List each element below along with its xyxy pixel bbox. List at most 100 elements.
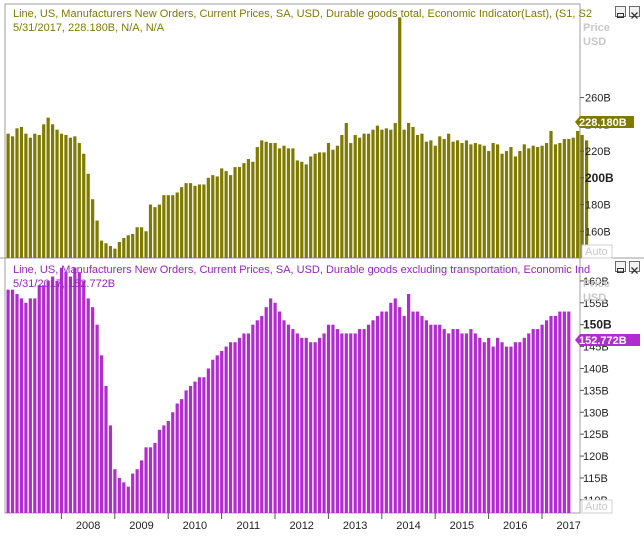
bar bbox=[144, 231, 148, 258]
bar bbox=[500, 153, 504, 258]
x-tick-label: 2016 bbox=[503, 520, 527, 532]
bar bbox=[371, 129, 375, 258]
top-auto-button[interactable]: Auto bbox=[581, 244, 613, 259]
bar bbox=[153, 207, 157, 258]
bar bbox=[500, 342, 504, 513]
bar bbox=[28, 298, 32, 513]
bottom-panel-subheader: 5/31/2017, 152.772B bbox=[13, 278, 115, 290]
bar bbox=[175, 403, 179, 513]
bar bbox=[460, 143, 464, 258]
bar bbox=[211, 175, 215, 258]
bar bbox=[540, 324, 544, 513]
bar bbox=[264, 307, 268, 513]
bar bbox=[291, 329, 295, 513]
bar bbox=[148, 204, 153, 258]
bar bbox=[77, 272, 81, 513]
bar bbox=[411, 311, 415, 513]
bar bbox=[157, 429, 161, 513]
top-close-icon[interactable] bbox=[629, 6, 640, 19]
bar bbox=[438, 136, 442, 258]
bar bbox=[433, 324, 437, 513]
bar bbox=[415, 311, 420, 513]
bar bbox=[6, 133, 10, 258]
bar bbox=[202, 377, 206, 513]
bar bbox=[24, 302, 28, 513]
bottom-restore-icon[interactable] bbox=[615, 261, 626, 273]
bar bbox=[86, 298, 90, 513]
bar bbox=[531, 145, 535, 258]
bar bbox=[549, 131, 553, 258]
bar bbox=[549, 315, 553, 513]
bar bbox=[215, 176, 219, 258]
bar bbox=[10, 136, 15, 258]
bar bbox=[504, 151, 509, 258]
bar bbox=[469, 144, 473, 258]
bar bbox=[464, 333, 469, 513]
bar bbox=[513, 156, 517, 258]
bar bbox=[99, 240, 104, 258]
bar bbox=[126, 235, 130, 258]
bar bbox=[322, 152, 326, 258]
bar bbox=[455, 329, 460, 513]
bar bbox=[131, 233, 135, 258]
bar bbox=[126, 486, 130, 513]
bar bbox=[140, 227, 144, 258]
top-panel-subheader: 5/31/2017, 228.180B, N/A, N/A bbox=[13, 22, 165, 34]
bar bbox=[197, 377, 202, 513]
y-tick-label: 155B bbox=[583, 298, 609, 310]
bottom-auto-label: Auto bbox=[585, 501, 608, 513]
bar bbox=[104, 386, 108, 513]
bar bbox=[37, 285, 41, 513]
bar bbox=[407, 122, 411, 258]
bar bbox=[504, 346, 509, 513]
bar bbox=[19, 126, 24, 259]
bar bbox=[91, 199, 95, 258]
bar bbox=[193, 381, 197, 513]
bar bbox=[335, 329, 339, 513]
y-tick-label: 150B bbox=[583, 318, 612, 332]
bar bbox=[19, 298, 24, 513]
bar bbox=[224, 171, 228, 258]
y-tick-label: 125B bbox=[583, 429, 609, 441]
bar bbox=[51, 276, 55, 513]
bar bbox=[193, 185, 197, 258]
bar bbox=[269, 298, 273, 513]
bar bbox=[260, 140, 264, 258]
bar bbox=[144, 447, 148, 513]
bar bbox=[135, 469, 139, 513]
bar bbox=[282, 145, 286, 258]
bar bbox=[255, 147, 259, 258]
bar bbox=[571, 137, 575, 258]
bar bbox=[46, 117, 50, 258]
bottom-auto-button[interactable]: Auto bbox=[581, 499, 613, 514]
restore-glyph bbox=[617, 13, 624, 18]
bottom-y-axis: 110B115B120B125B130B135B140B145B150B155B… bbox=[580, 276, 612, 507]
bar bbox=[171, 412, 175, 513]
bar bbox=[567, 139, 571, 258]
bar bbox=[402, 315, 406, 513]
y-tick-label: 200B bbox=[585, 171, 614, 185]
bottom-close-icon[interactable] bbox=[629, 261, 640, 274]
close-glyph bbox=[631, 267, 638, 274]
bar bbox=[340, 135, 344, 258]
top-restore-icon[interactable] bbox=[615, 6, 626, 18]
bar bbox=[358, 329, 362, 513]
bar bbox=[344, 122, 348, 258]
bar bbox=[197, 184, 202, 258]
bar bbox=[353, 333, 357, 513]
bar bbox=[82, 153, 86, 258]
bar bbox=[540, 145, 544, 258]
bar bbox=[122, 482, 126, 513]
bar bbox=[429, 140, 433, 258]
bar bbox=[180, 187, 184, 258]
bar bbox=[464, 140, 469, 258]
bar bbox=[113, 248, 117, 258]
bar bbox=[331, 149, 335, 258]
top-currency-label: USD bbox=[583, 36, 606, 48]
restore-glyph bbox=[617, 268, 624, 273]
bar bbox=[300, 337, 304, 513]
bar bbox=[184, 183, 188, 258]
bar bbox=[148, 447, 153, 513]
close-glyph bbox=[631, 12, 638, 19]
